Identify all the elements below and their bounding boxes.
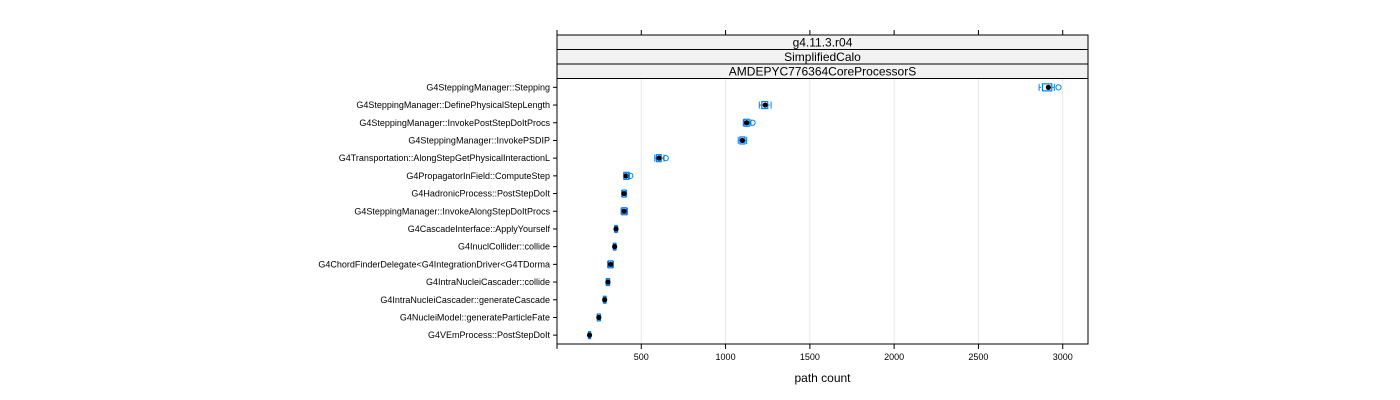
category-label: G4IntraNucleiCascader::generateCascade xyxy=(380,295,550,305)
category-label: G4SteppingManager::InvokePSDIP xyxy=(408,135,550,145)
category-label: G4CascadeInterface::ApplyYourself xyxy=(408,224,551,234)
median-point xyxy=(608,261,614,267)
x-axis-title: path count xyxy=(794,371,851,385)
median-point xyxy=(613,226,619,232)
median-point xyxy=(744,120,750,126)
median-point xyxy=(762,102,768,108)
plot-frame xyxy=(556,78,1089,345)
category-label: G4InuclCollider::collide xyxy=(458,242,550,252)
x-tick-label: 1000 xyxy=(716,352,736,362)
strip-label: AMDEPYC776364CoreProcessorS xyxy=(729,65,916,79)
category-label: G4HadronicProcess::PostStepDoIt xyxy=(411,189,550,199)
strip-label: SimplifiedCalo xyxy=(784,50,861,64)
x-tick-label: 500 xyxy=(634,352,649,362)
category-label: G4SteppingManager::InvokePostStepDoItPro… xyxy=(359,118,550,128)
median-point xyxy=(586,332,593,338)
x-tick-label: 2000 xyxy=(884,352,904,362)
median-point xyxy=(596,314,602,321)
median-point xyxy=(612,244,618,250)
median-point xyxy=(621,208,627,214)
median-point xyxy=(621,190,627,197)
category-label: G4ChordFinderDelegate<G4IntegrationDrive… xyxy=(318,259,550,269)
box xyxy=(1041,83,1053,92)
category-label: G4SteppingManager::InvokeAlongStepDoItPr… xyxy=(354,206,550,216)
median-point xyxy=(605,279,611,285)
outlier-point xyxy=(662,155,669,162)
x-tick-label: 1500 xyxy=(800,352,820,362)
median-point xyxy=(1045,84,1051,90)
category-label: G4IntraNucleiCascader::collide xyxy=(426,277,550,287)
strip-label: g4.11.3.r04 xyxy=(793,36,853,50)
category-label: G4PropagatorInField::ComputeStep xyxy=(406,171,550,181)
outlier-point xyxy=(627,172,634,179)
category-label: G4SteppingManager::Stepping xyxy=(426,82,550,92)
category-label: G4NucleiModel::generateParticleFate xyxy=(400,312,550,322)
outlier-point xyxy=(749,119,756,126)
x-tick-label: 3000 xyxy=(1053,352,1073,362)
x-tick-label: 2500 xyxy=(968,352,988,362)
median-point xyxy=(656,155,662,161)
median-point xyxy=(623,173,629,179)
category-label: G4Transportation::AlongStepGetPhysicalIn… xyxy=(339,153,550,163)
outlier-point xyxy=(1055,84,1062,91)
category-label: G4SteppingManager::DefinePhysicalStepLen… xyxy=(356,100,550,110)
median-point xyxy=(602,297,608,303)
category-label: G4VEmProcess::PostStepDoIt xyxy=(428,330,551,340)
median-point xyxy=(739,137,746,144)
